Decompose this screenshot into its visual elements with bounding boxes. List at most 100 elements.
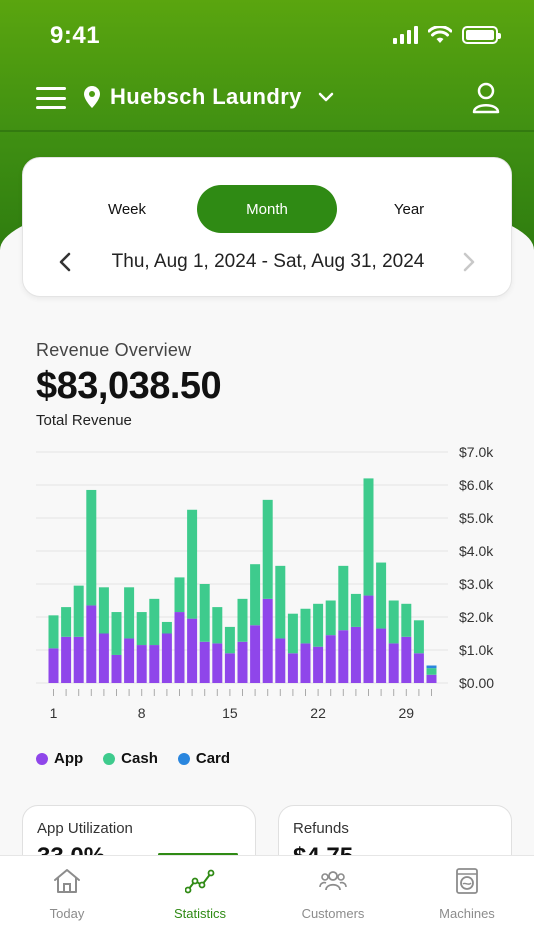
bar-app-day-1[interactable] bbox=[48, 648, 59, 683]
bar-app-day-14[interactable] bbox=[212, 643, 223, 683]
bar-app-day-4[interactable] bbox=[86, 605, 97, 683]
bar-cash-day-25[interactable] bbox=[350, 593, 361, 627]
revenue-overview-title: Revenue Overview bbox=[36, 340, 192, 360]
bar-cash-day-26[interactable] bbox=[363, 478, 374, 596]
legend-dot-app bbox=[36, 752, 48, 765]
chevron-down-icon bbox=[318, 92, 334, 102]
bar-app-day-30[interactable] bbox=[413, 653, 424, 683]
bar-app-day-31[interactable] bbox=[426, 674, 437, 683]
legend-dot-card bbox=[177, 752, 190, 765]
bar-cash-day-8[interactable] bbox=[136, 612, 147, 646]
tab-today-label: Today bbox=[49, 906, 85, 921]
tab-customers-label: Customers bbox=[301, 906, 365, 921]
legend-item-cash: Cash bbox=[103, 750, 158, 767]
bar-app-day-8[interactable] bbox=[136, 645, 147, 683]
bar-cash-day-9[interactable] bbox=[149, 598, 160, 646]
bar-cash-day-24[interactable] bbox=[338, 565, 349, 631]
bar-app-day-6[interactable] bbox=[111, 654, 122, 683]
bar-app-day-9[interactable] bbox=[149, 645, 160, 683]
bar-app-day-22[interactable] bbox=[313, 646, 324, 683]
bar-app-day-12[interactable] bbox=[187, 618, 198, 683]
tab-statistics[interactable]: Statistics bbox=[133, 868, 267, 921]
bar-cash-day-5[interactable] bbox=[98, 587, 109, 634]
bar-cash-day-21[interactable] bbox=[300, 608, 311, 644]
bar-app-day-5[interactable] bbox=[98, 633, 109, 684]
location-selector[interactable]: Huebsch Laundry bbox=[84, 84, 334, 110]
bar-cash-day-13[interactable] bbox=[199, 584, 210, 642]
legend-dot-cash bbox=[103, 752, 116, 765]
bar-cash-day-31[interactable] bbox=[426, 668, 437, 675]
bottom-tab-bar: Today Statistics Customers Machines bbox=[0, 855, 534, 950]
bar-app-day-13[interactable] bbox=[199, 641, 210, 683]
segment-week[interactable]: Week bbox=[107, 200, 147, 218]
home-icon bbox=[54, 869, 80, 893]
bar-cash-day-22[interactable] bbox=[313, 603, 324, 647]
bar-cash-day-4[interactable] bbox=[86, 489, 97, 606]
bar-card-day-31[interactable] bbox=[426, 665, 437, 669]
date-range-card: Week Month Year Thu, Aug 1, 2024 - Sat, … bbox=[22, 157, 512, 297]
bar-cash-day-14[interactable] bbox=[212, 607, 223, 644]
legend-label-cash: Cash bbox=[121, 750, 158, 767]
segment-month[interactable]: Month bbox=[197, 185, 337, 233]
bar-app-day-10[interactable] bbox=[161, 633, 172, 684]
x-tick-label: 1 bbox=[50, 705, 58, 721]
bar-cash-day-10[interactable] bbox=[161, 621, 172, 634]
bar-app-day-16[interactable] bbox=[237, 641, 248, 683]
bar-app-day-28[interactable] bbox=[388, 643, 399, 683]
bar-app-day-2[interactable] bbox=[61, 636, 72, 683]
bar-cash-day-2[interactable] bbox=[61, 607, 72, 637]
bar-app-day-19[interactable] bbox=[275, 638, 286, 683]
bar-cash-day-27[interactable] bbox=[376, 562, 387, 629]
bar-cash-day-3[interactable] bbox=[73, 585, 84, 637]
x-tick-label: 22 bbox=[310, 705, 326, 721]
location-title: Huebsch Laundry bbox=[110, 84, 302, 109]
bar-app-day-18[interactable] bbox=[262, 598, 273, 683]
bar-cash-day-30[interactable] bbox=[413, 620, 424, 654]
bar-cash-day-23[interactable] bbox=[325, 600, 336, 636]
bar-cash-day-28[interactable] bbox=[388, 600, 399, 644]
date-range-label: Thu, Aug 1, 2024 - Sat, Aug 31, 2024 bbox=[111, 251, 425, 272]
bar-cash-day-12[interactable] bbox=[187, 509, 198, 619]
y-tick-label: $5.0k bbox=[459, 510, 494, 526]
user-profile-icon[interactable] bbox=[472, 82, 500, 114]
bar-app-day-3[interactable] bbox=[73, 636, 84, 683]
x-tick-label: 8 bbox=[138, 705, 146, 721]
bar-app-day-24[interactable] bbox=[338, 630, 349, 683]
bar-app-day-21[interactable] bbox=[300, 643, 311, 683]
bar-app-day-15[interactable] bbox=[224, 653, 235, 683]
bar-cash-day-20[interactable] bbox=[287, 613, 298, 654]
status-time: 9:41 bbox=[50, 22, 101, 49]
bar-app-day-25[interactable] bbox=[350, 626, 361, 683]
bar-cash-day-1[interactable] bbox=[48, 615, 59, 649]
statistics-icon bbox=[185, 869, 215, 894]
bar-cash-day-11[interactable] bbox=[174, 577, 185, 613]
bar-app-day-7[interactable] bbox=[124, 638, 135, 683]
hamburger-menu-icon[interactable] bbox=[36, 87, 66, 109]
y-tick-label: $2.0k bbox=[459, 609, 494, 625]
bar-app-day-23[interactable] bbox=[325, 635, 336, 683]
revenue-chart: $0.00 $1.0k $2.0k $3.0k $4.0k $5.0k $6.0k $7.0k… bbox=[36, 444, 494, 721]
bar-app-day-26[interactable] bbox=[363, 595, 374, 683]
next-period-button[interactable] bbox=[455, 248, 483, 276]
bar-cash-day-17[interactable] bbox=[250, 564, 261, 626]
bar-cash-day-18[interactable] bbox=[262, 499, 273, 599]
bar-app-day-20[interactable] bbox=[287, 653, 298, 683]
tab-machines[interactable]: Machines bbox=[400, 868, 534, 921]
segment-year[interactable]: Year bbox=[393, 200, 425, 218]
bar-cash-day-15[interactable] bbox=[224, 626, 235, 654]
bar-app-day-11[interactable] bbox=[174, 612, 185, 683]
previous-period-button[interactable] bbox=[51, 248, 79, 276]
bar-cash-day-19[interactable] bbox=[275, 565, 286, 639]
total-revenue-value: $83,038.50 bbox=[36, 365, 222, 407]
bar-app-day-27[interactable] bbox=[376, 628, 387, 683]
bar-cash-day-7[interactable] bbox=[124, 587, 135, 639]
total-revenue-label: Total Revenue bbox=[36, 412, 132, 429]
y-tick-label: $4.0k bbox=[459, 543, 494, 559]
bar-app-day-29[interactable] bbox=[401, 636, 412, 683]
bar-app-day-17[interactable] bbox=[250, 625, 261, 683]
bar-cash-day-29[interactable] bbox=[401, 603, 412, 637]
bar-cash-day-16[interactable] bbox=[237, 598, 248, 642]
tab-today[interactable]: Today bbox=[0, 868, 134, 921]
bar-cash-day-6[interactable] bbox=[111, 612, 122, 655]
tab-customers[interactable]: Customers bbox=[266, 868, 400, 921]
